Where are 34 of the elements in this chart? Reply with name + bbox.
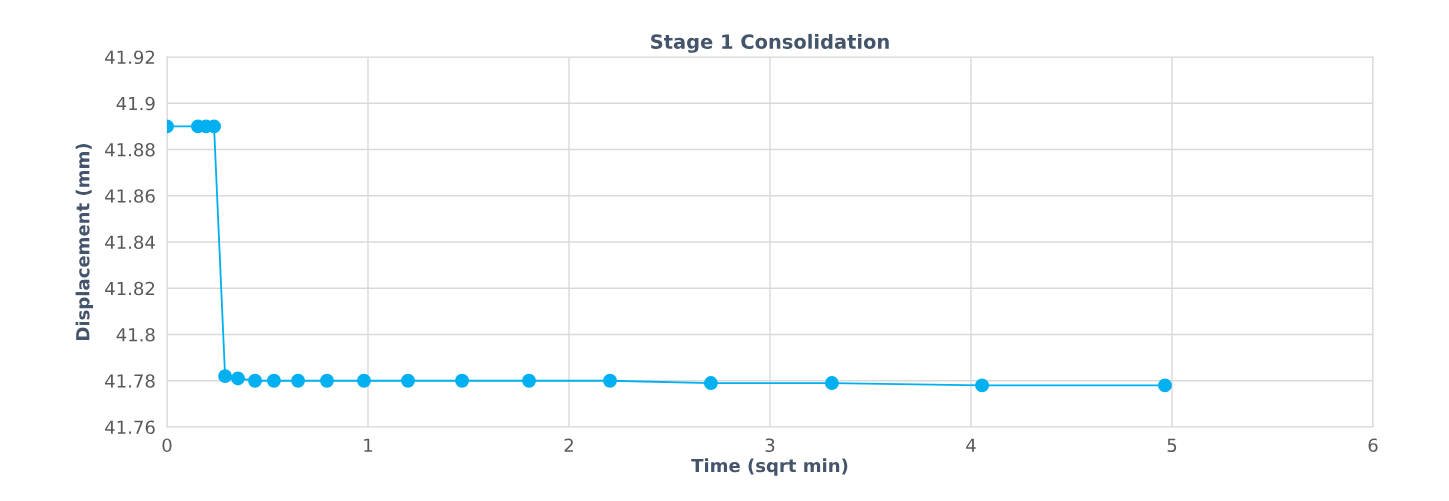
point [291, 373, 305, 388]
x-tick-label: 2 [564, 438, 573, 452]
point [320, 373, 334, 388]
y-tick-label: 41.8 [116, 327, 155, 342]
x-tick-label: 5 [1167, 438, 1177, 453]
y-tick-label: 41.84 [105, 235, 155, 250]
point [218, 369, 233, 384]
y-axis-title: Displacement (mm) [75, 143, 94, 340]
x-axis-title: Time (sqrt min) [691, 458, 848, 476]
x-tick-label: 3 [765, 438, 775, 453]
y-tick-label: 41.78 [105, 374, 155, 388]
point [824, 376, 839, 391]
point [975, 378, 990, 393]
point [248, 373, 262, 388]
point [266, 373, 281, 388]
y-tick-label: 41.86 [105, 189, 155, 203]
y-tick-label: 41.9 [116, 96, 155, 111]
y-tick-label: 41.76 [105, 420, 155, 435]
x-tick-label: 1 [364, 438, 373, 452]
point [703, 376, 718, 391]
x-tick-label: 6 [1368, 438, 1378, 453]
y-tick-label: 41.82 [105, 281, 155, 296]
x-tick-label: 4 [966, 438, 976, 452]
chart-title: Stage 1 Consolidation [651, 33, 889, 53]
y-tick-label: 41.92 [105, 50, 155, 65]
point [357, 373, 371, 388]
point [522, 373, 536, 388]
x-tick-label: 0 [162, 438, 172, 453]
point [1158, 378, 1172, 393]
y-tick-label: 41.88 [105, 142, 155, 157]
point [401, 373, 415, 388]
point [455, 373, 470, 388]
point [231, 371, 245, 386]
point [603, 373, 617, 388]
